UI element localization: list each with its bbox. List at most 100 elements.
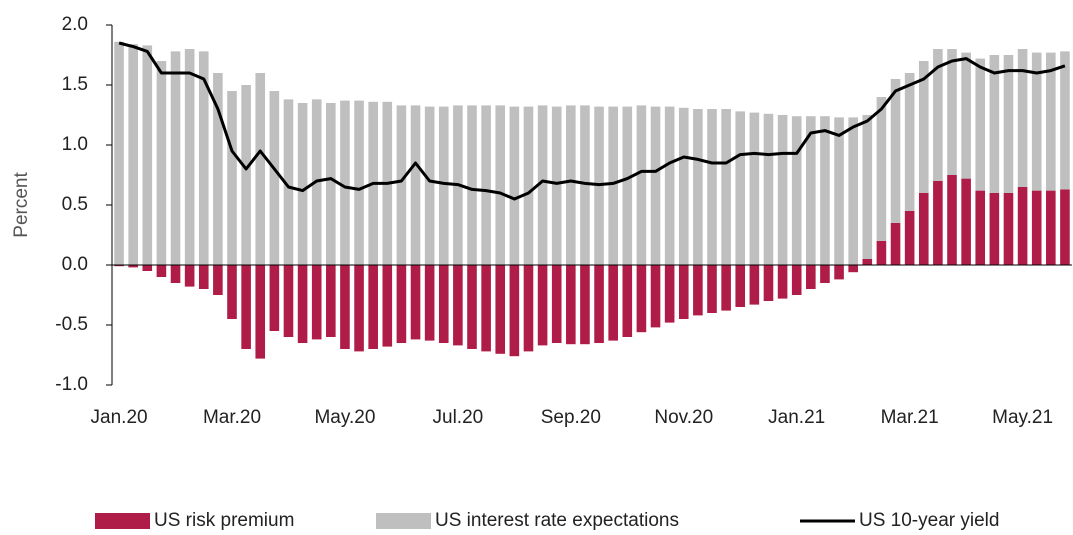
bar bbox=[933, 49, 943, 181]
bar bbox=[467, 105, 477, 266]
bar bbox=[537, 265, 548, 346]
bar bbox=[354, 265, 364, 352]
bar bbox=[213, 73, 223, 265]
x-tick-label: Sep.20 bbox=[541, 407, 601, 428]
y-tick-label: -0.5 bbox=[55, 314, 88, 335]
bar bbox=[481, 105, 491, 266]
bar bbox=[664, 265, 675, 323]
bar bbox=[1003, 55, 1014, 193]
bar bbox=[354, 100, 364, 265]
y-tick-label: 0.0 bbox=[62, 254, 88, 275]
bar bbox=[735, 265, 746, 307]
bar bbox=[198, 51, 209, 266]
line bbox=[118, 41, 1066, 201]
bar bbox=[749, 265, 760, 305]
bar bbox=[918, 193, 929, 265]
bar bbox=[721, 265, 731, 311]
legend-swatch bbox=[95, 513, 150, 529]
bar bbox=[777, 265, 788, 299]
y-tick-label: -1.0 bbox=[55, 374, 88, 395]
bar bbox=[184, 49, 195, 265]
bar bbox=[551, 106, 562, 265]
bar bbox=[622, 106, 633, 265]
bar bbox=[650, 106, 661, 265]
bar bbox=[947, 49, 957, 175]
bar bbox=[749, 112, 760, 265]
bar bbox=[255, 73, 266, 265]
bar bbox=[1031, 52, 1042, 191]
bar bbox=[396, 105, 407, 266]
bar bbox=[904, 211, 915, 265]
bar bbox=[340, 100, 350, 265]
bar bbox=[777, 115, 788, 265]
bar bbox=[255, 265, 266, 359]
bar bbox=[650, 265, 661, 328]
bar bbox=[297, 103, 308, 265]
bar bbox=[566, 105, 576, 266]
bar bbox=[678, 265, 689, 319]
bar bbox=[1017, 187, 1028, 265]
bar bbox=[933, 181, 943, 265]
bar bbox=[989, 193, 1000, 265]
bar bbox=[396, 265, 407, 343]
bar bbox=[1003, 193, 1014, 265]
bar bbox=[735, 111, 746, 266]
bar bbox=[495, 265, 506, 354]
bar bbox=[693, 109, 703, 265]
bar bbox=[707, 109, 717, 265]
legend-label: US interest rate expectations bbox=[435, 510, 679, 531]
legend-label: US risk premium bbox=[154, 510, 294, 531]
bar bbox=[806, 116, 816, 265]
bar bbox=[904, 73, 915, 211]
y-tick-label: 2.0 bbox=[62, 14, 88, 35]
bar bbox=[523, 265, 534, 352]
bar bbox=[636, 265, 647, 333]
bar bbox=[495, 105, 506, 266]
bar bbox=[707, 265, 717, 313]
bar bbox=[763, 113, 774, 265]
x-tick-label: Jan.21 bbox=[768, 407, 825, 428]
bar bbox=[791, 116, 802, 265]
bar bbox=[326, 265, 336, 337]
bar bbox=[763, 265, 774, 301]
bar bbox=[410, 265, 421, 340]
bar bbox=[340, 265, 350, 349]
y-axis-label: Percent bbox=[11, 172, 32, 238]
bar bbox=[1060, 189, 1070, 265]
bar bbox=[269, 91, 280, 265]
bar bbox=[834, 117, 844, 266]
bar bbox=[975, 58, 986, 191]
bar bbox=[269, 265, 280, 331]
bar bbox=[382, 265, 393, 347]
bar bbox=[1046, 190, 1056, 265]
bar bbox=[1060, 51, 1070, 190]
x-tick-label: Jul.20 bbox=[433, 407, 484, 428]
bar bbox=[862, 115, 873, 259]
bar bbox=[128, 265, 138, 268]
bar bbox=[947, 175, 957, 265]
bar bbox=[467, 265, 477, 349]
x-tick-label: Nov.20 bbox=[654, 407, 713, 428]
bar bbox=[481, 265, 491, 352]
y-tick-label: 1.5 bbox=[62, 74, 88, 95]
bar bbox=[170, 51, 181, 266]
bar bbox=[989, 55, 1000, 193]
x-tick-label: Jan.20 bbox=[91, 407, 148, 428]
bar bbox=[594, 265, 604, 343]
bar bbox=[876, 241, 887, 265]
bar bbox=[410, 105, 421, 266]
bar bbox=[580, 265, 590, 345]
bar bbox=[820, 265, 830, 283]
bar bbox=[636, 105, 647, 266]
bar bbox=[961, 178, 971, 265]
bar bbox=[368, 265, 378, 349]
bar bbox=[142, 45, 153, 266]
bar bbox=[114, 265, 124, 267]
x-tick-label: May.21 bbox=[992, 407, 1053, 428]
bar bbox=[664, 106, 675, 265]
bar bbox=[438, 265, 449, 343]
bar bbox=[537, 105, 548, 266]
legend-label: US 10-year yield bbox=[859, 510, 999, 531]
